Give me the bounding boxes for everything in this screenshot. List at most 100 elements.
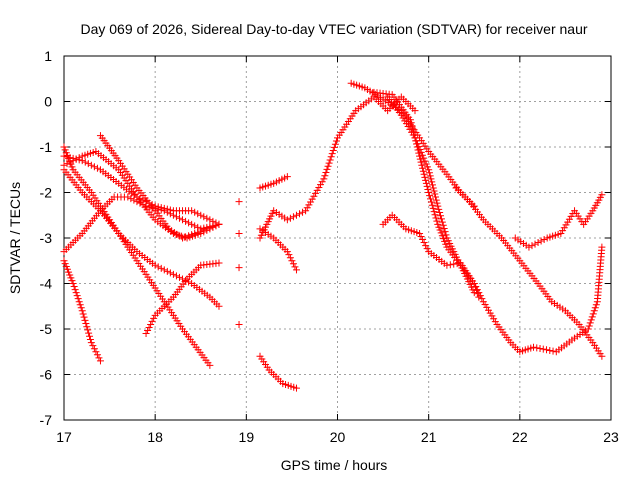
data-point (322, 169, 330, 177)
data-point (310, 192, 318, 200)
data-point (235, 264, 243, 272)
data-point (440, 224, 448, 232)
series-arc-11 (256, 93, 419, 242)
axis-ticks (63, 55, 612, 421)
data-point (420, 239, 428, 247)
data-point (175, 273, 183, 281)
data-point (412, 137, 420, 145)
data-point (79, 310, 87, 318)
data-point (312, 189, 320, 197)
series-arc-10 (256, 173, 291, 192)
data-point (406, 116, 414, 124)
x-tick-label: 23 (603, 429, 619, 445)
data-point (81, 316, 89, 324)
data-point (203, 223, 211, 231)
data-point (436, 226, 444, 234)
data-point (142, 202, 150, 210)
y-tick-label: 1 (44, 48, 52, 64)
data-point (540, 236, 548, 244)
data-point (432, 193, 440, 201)
data-point (431, 190, 439, 198)
data-point (436, 209, 444, 217)
data-point (81, 158, 89, 166)
data-point (188, 231, 196, 239)
data-point (420, 154, 428, 162)
data-point (588, 313, 596, 321)
data-point (419, 167, 427, 175)
data-point (424, 185, 432, 193)
data-point (525, 243, 533, 251)
data-point (331, 140, 339, 148)
data-point (418, 151, 426, 159)
data-point (438, 232, 446, 240)
series-arc-12 (256, 225, 300, 274)
data-point (60, 257, 68, 265)
data-point (172, 272, 180, 280)
data-point (416, 145, 424, 153)
data-point (160, 207, 168, 215)
series-arc-13 (256, 352, 300, 392)
data-point (557, 229, 565, 237)
data-point (166, 269, 174, 277)
data-point (61, 260, 69, 268)
data-point (417, 148, 425, 156)
data-point (72, 155, 80, 163)
data-point (549, 347, 557, 355)
data-point (144, 327, 152, 335)
data-point (71, 286, 79, 294)
data-point (491, 318, 499, 326)
data-point (179, 216, 187, 224)
data-point (86, 335, 94, 343)
data-point (559, 227, 567, 235)
data-point (188, 207, 196, 215)
data-point (530, 343, 538, 351)
data-point (292, 211, 300, 219)
data-point (163, 267, 171, 275)
data-point (411, 107, 419, 115)
data-point (435, 205, 443, 213)
y-tick-label: -6 (40, 367, 53, 383)
data-point (433, 199, 441, 207)
data-point (426, 172, 434, 180)
data-point (70, 283, 78, 291)
data-point (303, 204, 311, 212)
data-point (598, 352, 606, 360)
data-point (194, 223, 202, 231)
series-arc-02 (60, 148, 223, 242)
data-point (169, 211, 177, 219)
x-tick-label: 19 (239, 429, 255, 445)
data-point (416, 229, 424, 237)
data-point (564, 218, 572, 226)
data-point (66, 157, 74, 165)
data-point (77, 304, 85, 312)
data-point (315, 184, 323, 192)
data-point (420, 170, 428, 178)
data-point (145, 203, 153, 211)
data-point (209, 222, 217, 230)
data-point (95, 354, 103, 362)
data-point (408, 122, 416, 130)
data-point (63, 152, 71, 160)
data-point (433, 217, 441, 225)
data-point (288, 257, 296, 265)
data-point (435, 223, 443, 231)
data-point (416, 152, 424, 160)
data-point (443, 261, 451, 269)
data-point (421, 157, 429, 165)
data-point (402, 120, 410, 128)
data-point (423, 163, 431, 171)
data-point (85, 329, 93, 337)
data-point (438, 218, 446, 226)
data-point (426, 195, 434, 203)
data-point (191, 222, 199, 230)
data-point (409, 131, 417, 139)
data-point (587, 316, 595, 324)
data-point (332, 137, 340, 145)
data-point (598, 243, 606, 251)
data-point (283, 248, 291, 256)
data-point (182, 217, 190, 225)
series-arc-15 (370, 88, 606, 356)
data-point (154, 263, 162, 271)
data-point (93, 351, 101, 359)
x-tick-label: 20 (330, 429, 346, 445)
